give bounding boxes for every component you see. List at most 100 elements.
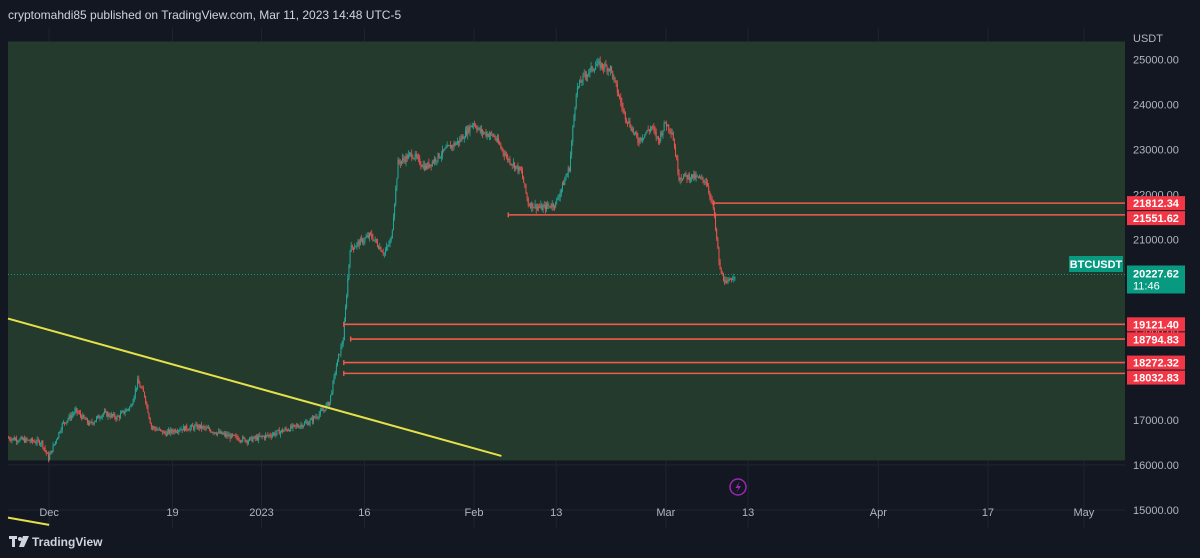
candle-body <box>717 238 719 249</box>
candle-body <box>418 156 420 158</box>
candle-body <box>56 439 58 442</box>
candle-body <box>478 127 480 129</box>
candle-body <box>158 429 160 431</box>
candle-body <box>153 426 155 428</box>
candle-body <box>350 245 352 252</box>
candle-body <box>58 432 60 438</box>
candle-body <box>431 161 433 166</box>
candle-body <box>30 438 32 442</box>
candles <box>8 56 736 463</box>
candle-body <box>667 124 669 127</box>
candle-body <box>201 424 203 429</box>
candle-body <box>126 409 128 411</box>
candle-body <box>154 426 156 429</box>
candle-body <box>703 179 705 183</box>
candle-body <box>630 127 632 131</box>
candle-body <box>412 157 414 159</box>
candle-body <box>539 207 541 208</box>
candle-body <box>51 450 53 452</box>
candle-body <box>183 426 185 431</box>
candle-body <box>270 435 272 437</box>
candle-body <box>400 160 402 164</box>
candle-body <box>193 426 195 430</box>
candle-body <box>314 416 316 418</box>
candle-body <box>710 197 712 199</box>
time-tick-label: 13 <box>742 507 754 519</box>
candle-body <box>61 423 63 430</box>
candle-body <box>525 184 527 193</box>
candle-body <box>145 396 147 403</box>
candle-body <box>450 145 452 149</box>
candle-body <box>612 71 614 79</box>
candle-body <box>479 127 481 133</box>
candle-body <box>408 153 410 155</box>
candle-body <box>66 420 68 424</box>
candle-body <box>175 431 177 433</box>
candle-body <box>227 434 229 437</box>
candle-body <box>344 307 346 322</box>
candle-body <box>195 424 197 426</box>
candle-body <box>139 383 141 388</box>
candle-body <box>384 250 386 254</box>
candle-body <box>700 176 702 178</box>
candle-body <box>394 204 396 218</box>
candle-body <box>511 164 513 166</box>
candle-body <box>680 178 682 180</box>
candle-body <box>468 126 470 133</box>
candle-body <box>411 153 413 158</box>
candle-body <box>528 205 530 207</box>
candle-body <box>541 204 543 211</box>
candle-body <box>74 410 76 414</box>
level-badge <box>1127 370 1185 385</box>
lightning-event-icon[interactable] <box>729 478 747 496</box>
candle-body <box>424 165 426 170</box>
candle-body <box>599 60 601 69</box>
candle-body <box>309 419 311 424</box>
candle-body <box>166 431 168 436</box>
candle-body <box>689 178 691 181</box>
level-badge-text: 18272.32 <box>1133 358 1179 370</box>
range-zone <box>8 41 1125 461</box>
candle-body <box>675 147 677 157</box>
last-price-badge <box>1127 265 1185 294</box>
candle-body <box>668 124 670 130</box>
candle-body <box>88 422 90 425</box>
candle-body <box>11 438 13 441</box>
candle-body <box>496 138 498 141</box>
candle-body <box>334 373 336 376</box>
candle-body <box>235 435 237 437</box>
candle-body <box>130 405 132 407</box>
candle-body <box>155 428 157 431</box>
candle-body <box>663 122 665 131</box>
candle-body <box>732 278 734 281</box>
candle-body <box>267 434 269 436</box>
time-axis[interactable]: Dec 19 2023 16 Feb 13 Mar 13 Apr 17 May <box>39 507 1094 519</box>
candle-body <box>613 77 615 79</box>
last-price-text: 20227.62 <box>1133 269 1179 281</box>
candle-body <box>73 413 75 415</box>
candle-body <box>341 344 343 347</box>
candle-body <box>199 424 201 428</box>
candle-body <box>142 388 144 392</box>
candle-body <box>157 429 159 431</box>
candle-body <box>259 435 261 437</box>
candle-body <box>311 418 313 422</box>
candle-body <box>93 421 95 424</box>
level-badge <box>1127 317 1185 332</box>
candle-body <box>357 241 359 244</box>
candle-body <box>217 432 219 435</box>
candle-body <box>187 429 189 431</box>
candle-body <box>718 248 720 262</box>
candle-body <box>180 429 182 431</box>
candle-body <box>540 204 542 208</box>
candle-body <box>234 434 236 436</box>
candle-body <box>552 203 554 207</box>
candle-body <box>597 61 599 64</box>
candle-body <box>307 422 309 426</box>
candle-body <box>631 128 633 131</box>
level-badge-text: 18032.83 <box>1133 373 1179 385</box>
candle-body <box>321 410 323 411</box>
candle-body <box>469 125 471 133</box>
candle-body <box>623 109 625 113</box>
